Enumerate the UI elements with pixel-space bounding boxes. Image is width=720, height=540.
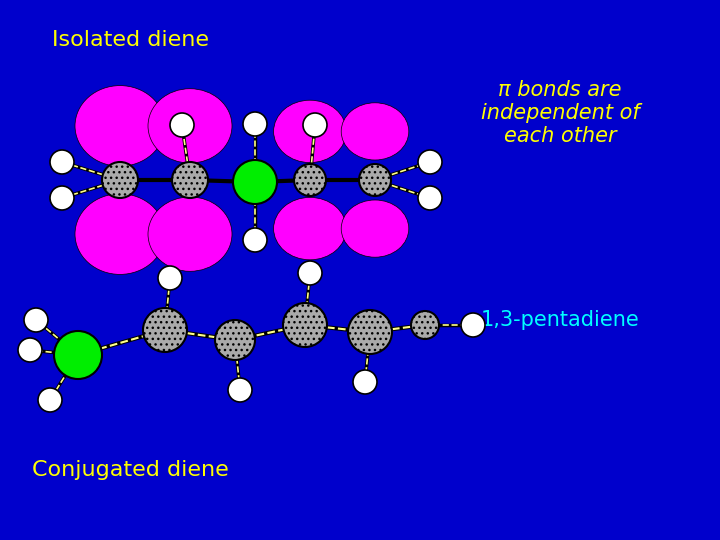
Circle shape xyxy=(353,370,377,394)
Circle shape xyxy=(158,266,182,290)
Circle shape xyxy=(294,164,326,196)
Ellipse shape xyxy=(148,89,232,163)
Circle shape xyxy=(359,164,391,196)
Ellipse shape xyxy=(75,194,165,274)
Ellipse shape xyxy=(274,100,346,163)
Circle shape xyxy=(50,186,74,210)
Circle shape xyxy=(461,313,485,337)
Circle shape xyxy=(411,311,439,339)
Circle shape xyxy=(38,388,62,412)
Circle shape xyxy=(24,308,48,332)
Circle shape xyxy=(283,303,327,347)
Text: 1,3-pentadiene: 1,3-pentadiene xyxy=(481,310,639,330)
Circle shape xyxy=(102,162,138,198)
Text: Conjugated diene: Conjugated diene xyxy=(32,460,228,480)
Circle shape xyxy=(143,308,187,352)
Ellipse shape xyxy=(148,197,232,271)
Circle shape xyxy=(303,113,327,137)
Circle shape xyxy=(243,112,267,136)
Circle shape xyxy=(228,378,252,402)
Circle shape xyxy=(215,320,255,360)
Circle shape xyxy=(243,228,267,252)
Circle shape xyxy=(418,186,442,210)
Circle shape xyxy=(50,150,74,174)
Ellipse shape xyxy=(274,198,346,260)
Circle shape xyxy=(298,261,322,285)
Circle shape xyxy=(172,162,208,198)
Text: Isolated diene: Isolated diene xyxy=(52,30,209,50)
Circle shape xyxy=(18,338,42,362)
Circle shape xyxy=(54,331,102,379)
Ellipse shape xyxy=(75,86,165,166)
Ellipse shape xyxy=(341,200,409,257)
Ellipse shape xyxy=(341,103,409,160)
Circle shape xyxy=(348,310,392,354)
Text: π bonds are
independent of
each other: π bonds are independent of each other xyxy=(481,80,639,146)
Circle shape xyxy=(418,150,442,174)
Circle shape xyxy=(233,160,277,204)
Circle shape xyxy=(170,113,194,137)
